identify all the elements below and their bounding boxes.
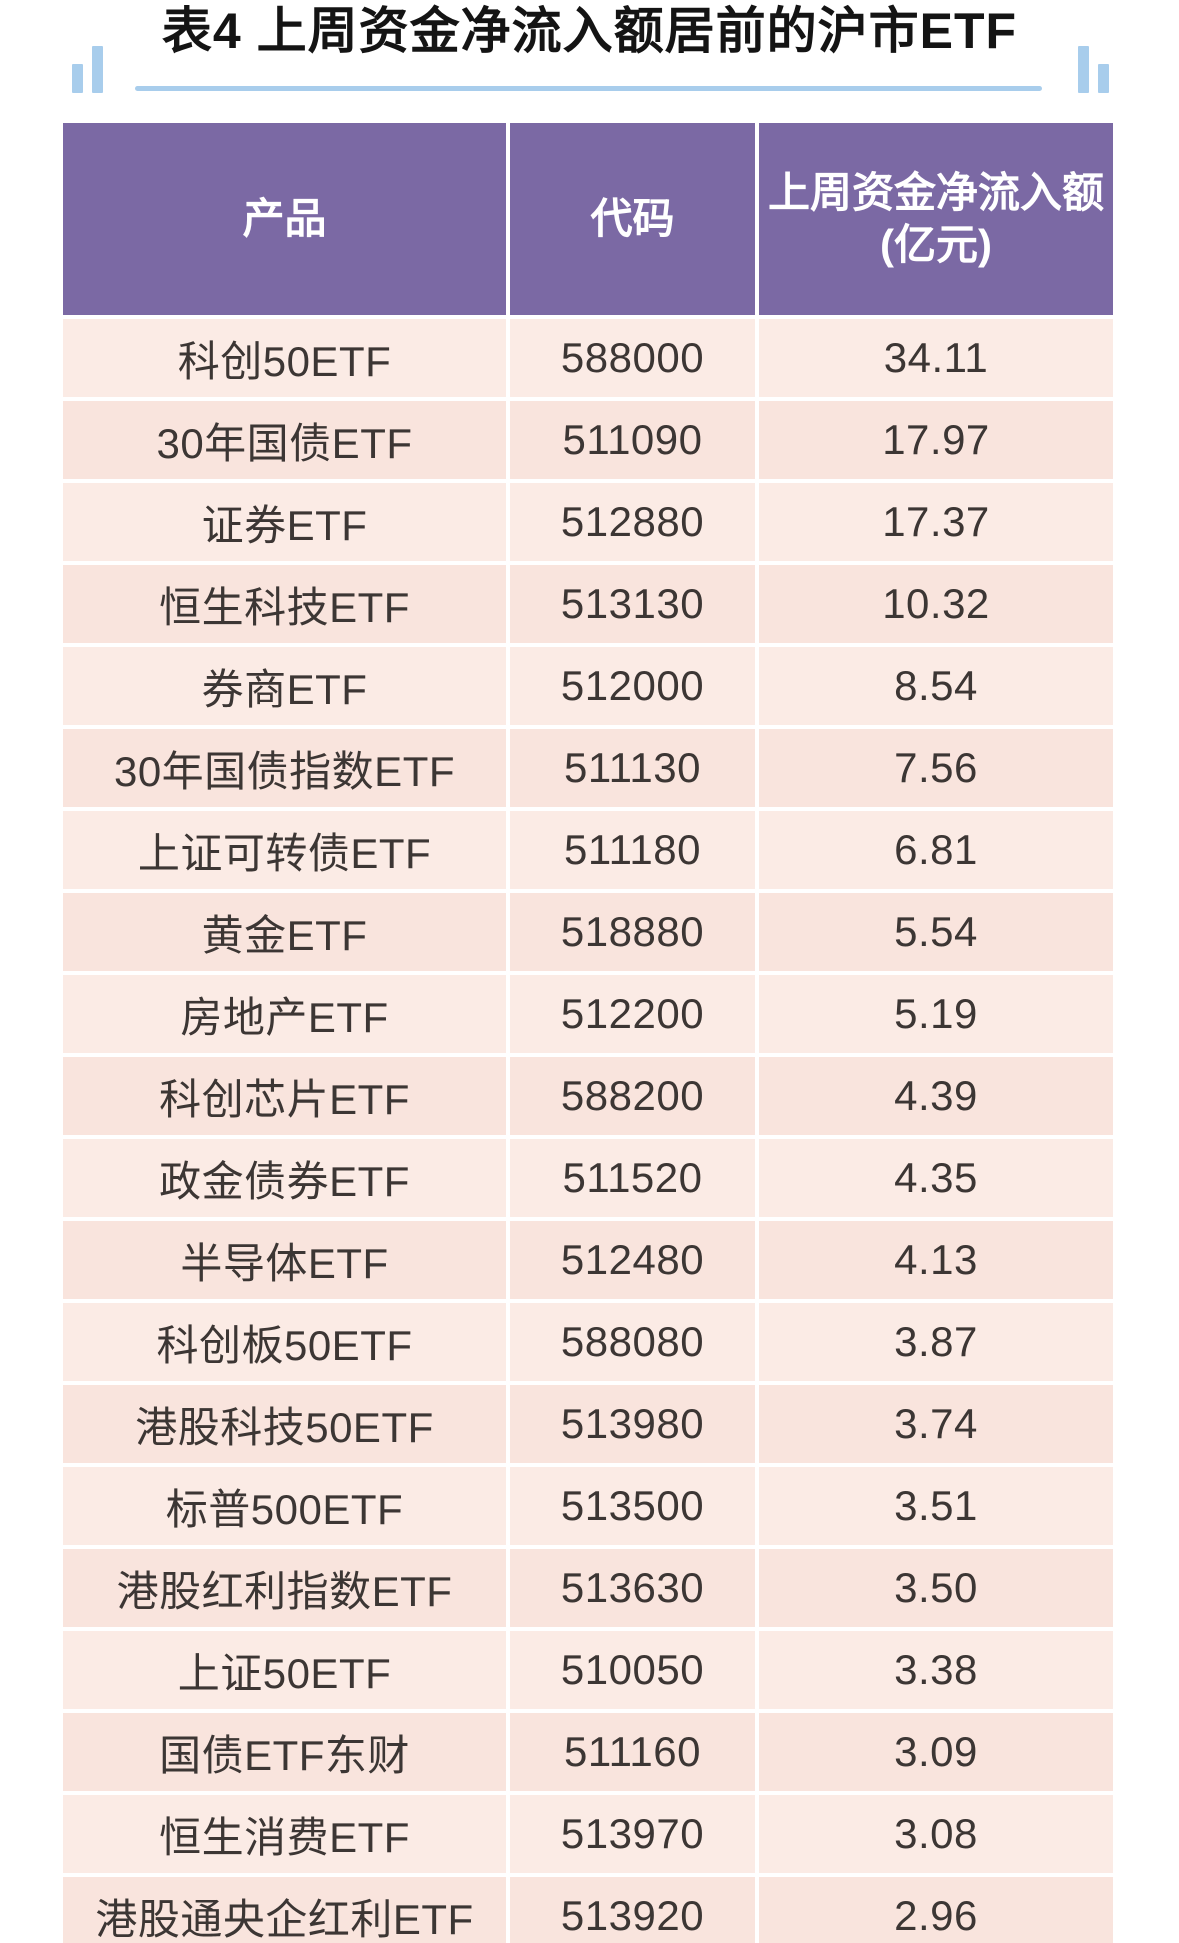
product-cell: 半导体ETF bbox=[63, 1221, 506, 1299]
value-cell: 6.81 bbox=[759, 811, 1113, 889]
table-row: 科创芯片ETF 588200 4.39 bbox=[63, 1057, 1113, 1135]
table-header: 产品 代码 上周资金净流入额 (亿元) bbox=[63, 123, 1113, 315]
code-cell: 511520 bbox=[510, 1139, 755, 1217]
product-cell: 黄金ETF bbox=[63, 893, 506, 971]
table-row: 上证可转债ETF 511180 6.81 bbox=[63, 811, 1113, 889]
table-row: 科创50ETF 588000 34.11 bbox=[63, 319, 1113, 397]
table-body: 科创50ETF 588000 34.11 30年国债ETF 511090 17.… bbox=[63, 319, 1113, 1943]
value-cell: 17.97 bbox=[759, 401, 1113, 479]
code-cell: 513920 bbox=[510, 1877, 755, 1943]
decor-bar-right-tall bbox=[1078, 46, 1089, 93]
table-row: 恒生消费ETF 513970 3.08 bbox=[63, 1795, 1113, 1873]
value-cell: 17.37 bbox=[759, 483, 1113, 561]
code-cell: 513130 bbox=[510, 565, 755, 643]
product-cell: 港股通央企红利ETF bbox=[63, 1877, 506, 1943]
etf-table: 产品 代码 上周资金净流入额 (亿元) 科创50ETF 588000 34.11… bbox=[63, 123, 1113, 1943]
value-cell: 2.96 bbox=[759, 1877, 1113, 1943]
product-cell: 港股科技50ETF bbox=[63, 1385, 506, 1463]
product-cell: 港股红利指数ETF bbox=[63, 1549, 506, 1627]
value-cell: 5.54 bbox=[759, 893, 1113, 971]
table-row: 港股科技50ETF 513980 3.74 bbox=[63, 1385, 1113, 1463]
value-cell: 3.87 bbox=[759, 1303, 1113, 1381]
code-cell: 511180 bbox=[510, 811, 755, 889]
header-cell-product: 产品 bbox=[63, 123, 506, 315]
value-cell: 4.13 bbox=[759, 1221, 1113, 1299]
title-underline bbox=[135, 86, 1042, 91]
value-cell: 3.50 bbox=[759, 1549, 1113, 1627]
code-cell: 511090 bbox=[510, 401, 755, 479]
table-row: 30年国债ETF 511090 17.97 bbox=[63, 401, 1113, 479]
code-cell: 513980 bbox=[510, 1385, 755, 1463]
value-cell: 7.56 bbox=[759, 729, 1113, 807]
value-cell: 3.09 bbox=[759, 1713, 1113, 1791]
code-cell: 513630 bbox=[510, 1549, 755, 1627]
value-cell: 3.74 bbox=[759, 1385, 1113, 1463]
code-cell: 511160 bbox=[510, 1713, 755, 1791]
code-cell: 512200 bbox=[510, 975, 755, 1053]
code-cell: 588200 bbox=[510, 1057, 755, 1135]
product-cell: 上证可转债ETF bbox=[63, 811, 506, 889]
code-cell: 588000 bbox=[510, 319, 755, 397]
code-cell: 512000 bbox=[510, 647, 755, 725]
product-cell: 科创芯片ETF bbox=[63, 1057, 506, 1135]
table-row: 标普500ETF 513500 3.51 bbox=[63, 1467, 1113, 1545]
value-cell: 10.32 bbox=[759, 565, 1113, 643]
table-row: 证券ETF 512880 17.37 bbox=[63, 483, 1113, 561]
header-cell-inflow: 上周资金净流入额 (亿元) bbox=[759, 123, 1113, 315]
product-cell: 科创板50ETF bbox=[63, 1303, 506, 1381]
code-cell: 513970 bbox=[510, 1795, 755, 1873]
product-cell: 上证50ETF bbox=[63, 1631, 506, 1709]
product-cell: 标普500ETF bbox=[63, 1467, 506, 1545]
value-cell: 34.11 bbox=[759, 319, 1113, 397]
value-cell: 5.19 bbox=[759, 975, 1113, 1053]
table-row: 上证50ETF 510050 3.38 bbox=[63, 1631, 1113, 1709]
table-row: 港股通央企红利ETF 513920 2.96 bbox=[63, 1877, 1113, 1943]
product-cell: 恒生科技ETF bbox=[63, 565, 506, 643]
product-cell: 恒生消费ETF bbox=[63, 1795, 506, 1873]
product-cell: 科创50ETF bbox=[63, 319, 506, 397]
code-cell: 588080 bbox=[510, 1303, 755, 1381]
value-cell: 3.08 bbox=[759, 1795, 1113, 1873]
value-cell: 4.35 bbox=[759, 1139, 1113, 1217]
value-cell: 4.39 bbox=[759, 1057, 1113, 1135]
product-cell: 证券ETF bbox=[63, 483, 506, 561]
table-row: 券商ETF 512000 8.54 bbox=[63, 647, 1113, 725]
table-row: 科创板50ETF 588080 3.87 bbox=[63, 1303, 1113, 1381]
table-row: 港股红利指数ETF 513630 3.50 bbox=[63, 1549, 1113, 1627]
table-row: 半导体ETF 512480 4.13 bbox=[63, 1221, 1113, 1299]
product-cell: 房地产ETF bbox=[63, 975, 506, 1053]
table-row: 30年国债指数ETF 511130 7.56 bbox=[63, 729, 1113, 807]
product-cell: 30年国债指数ETF bbox=[63, 729, 506, 807]
code-cell: 513500 bbox=[510, 1467, 755, 1545]
code-cell: 511130 bbox=[510, 729, 755, 807]
decor-bar-right-short bbox=[1098, 64, 1109, 93]
product-cell: 政金债券ETF bbox=[63, 1139, 506, 1217]
value-cell: 3.38 bbox=[759, 1631, 1113, 1709]
table-row: 黄金ETF 518880 5.54 bbox=[63, 893, 1113, 971]
table-row: 国债ETF东财 511160 3.09 bbox=[63, 1713, 1113, 1791]
header-inflow-line1: 上周资金净流入额 bbox=[767, 169, 1104, 216]
code-cell: 518880 bbox=[510, 893, 755, 971]
product-cell: 国债ETF东财 bbox=[63, 1713, 506, 1791]
product-cell: 券商ETF bbox=[63, 647, 506, 725]
decor-bar-left-tall bbox=[92, 46, 103, 93]
decor-bar-left-short bbox=[72, 64, 83, 93]
page-title: 表4 上周资金净流入额居前的沪市ETF bbox=[161, 3, 1018, 59]
header-cell-code: 代码 bbox=[510, 123, 755, 315]
table-row: 政金债券ETF 511520 4.35 bbox=[63, 1139, 1113, 1217]
value-cell: 3.51 bbox=[759, 1467, 1113, 1545]
code-cell: 512880 bbox=[510, 483, 755, 561]
code-cell: 510050 bbox=[510, 1631, 755, 1709]
product-cell: 30年国债ETF bbox=[63, 401, 506, 479]
table-row: 恒生科技ETF 513130 10.32 bbox=[63, 565, 1113, 643]
table-row: 房地产ETF 512200 5.19 bbox=[63, 975, 1113, 1053]
value-cell: 8.54 bbox=[759, 647, 1113, 725]
code-cell: 512480 bbox=[510, 1221, 755, 1299]
header-inflow-line2: (亿元) bbox=[880, 221, 992, 268]
